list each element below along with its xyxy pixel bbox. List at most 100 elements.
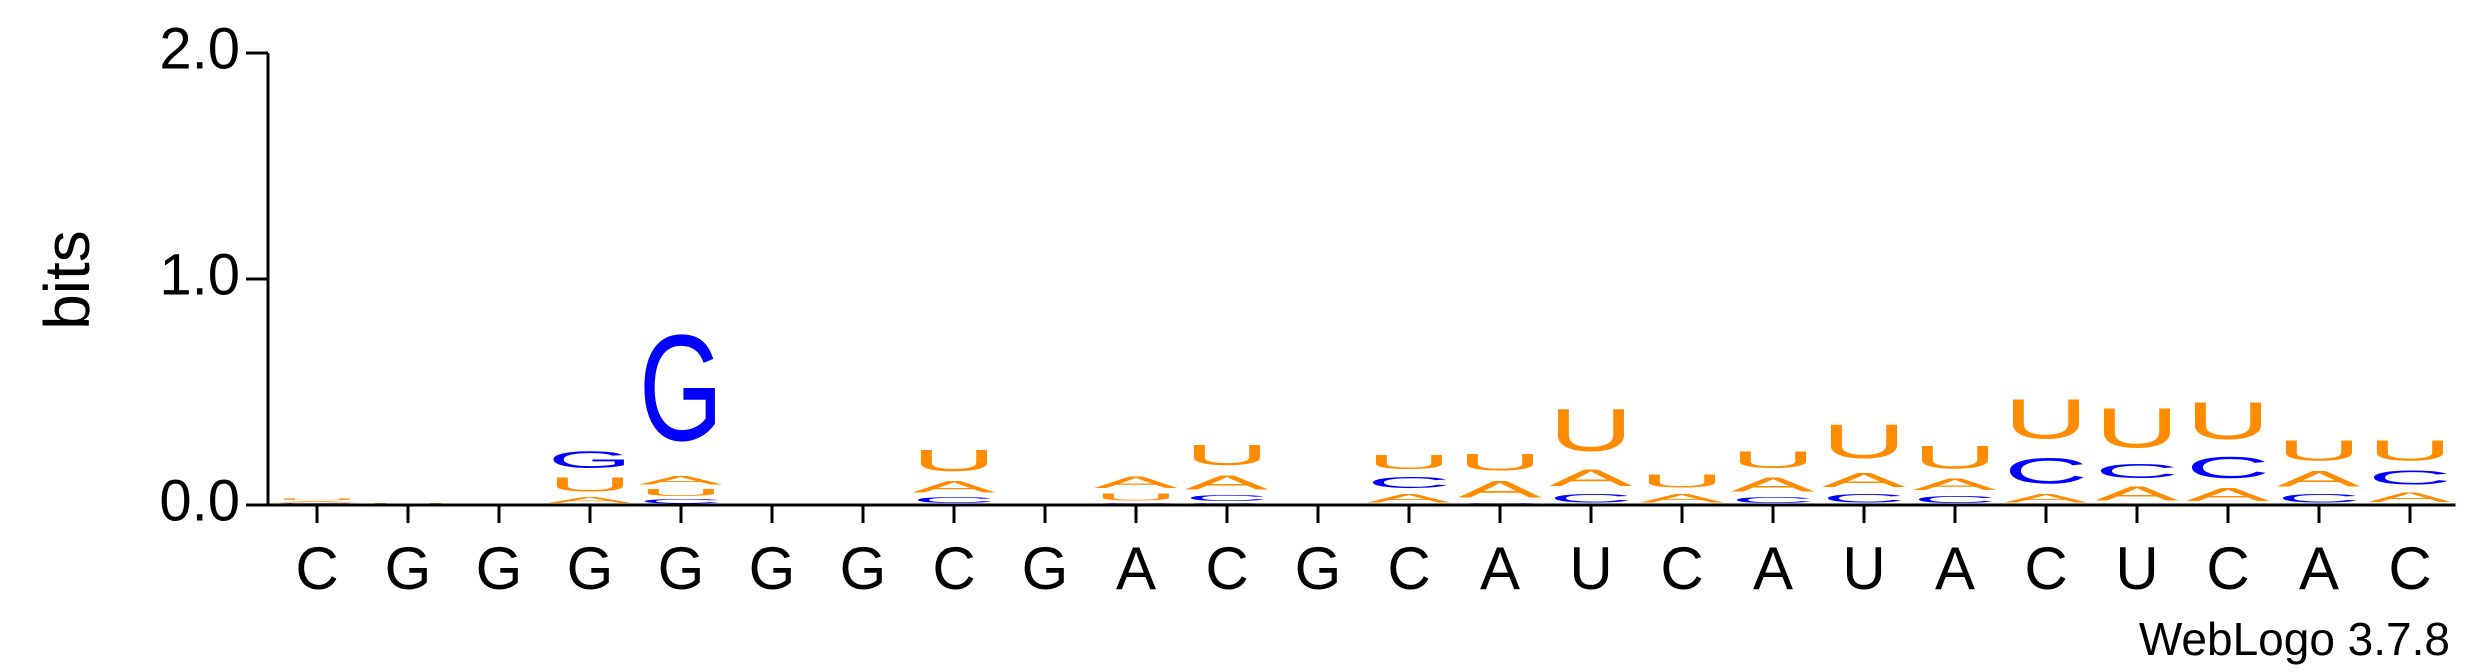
footer: WebLogo 3.7.8 — [2139, 613, 2450, 665]
logo-letter: A — [2186, 485, 2270, 505]
logo-letter: A — [1458, 476, 1543, 503]
x-tick-label: C — [1660, 535, 1703, 602]
logo-letter: G — [275, 503, 359, 504]
x-tick-label: C — [2388, 535, 2431, 602]
letter-glyph: U — [2277, 435, 2361, 467]
logo-letter: C — [2186, 451, 2270, 485]
x-tick-label: A — [1753, 535, 1793, 602]
logo-letter: U — [1640, 471, 1724, 491]
logo-letter: A — [1731, 474, 1815, 496]
logo-letter: U — [2368, 435, 2452, 467]
x-tick-label: C — [295, 535, 338, 602]
letter-glyph: A — [2186, 485, 2270, 505]
letter-glyph: U — [1549, 396, 1633, 464]
logo-letter: A — [548, 496, 633, 505]
logo-letter: U — [1367, 451, 1451, 474]
logo-letter: A — [1640, 491, 1724, 505]
x-tick-label: G — [840, 535, 887, 602]
letter-glyph: C — [1549, 491, 1633, 505]
logo-letter: U — [1731, 446, 1815, 473]
x-tick-label: C — [932, 535, 975, 602]
logo-letter: C — [2368, 466, 2452, 489]
logo-letter: C — [2277, 491, 2361, 505]
x-tick-label: G — [567, 535, 614, 602]
logo-letter: C — [1913, 494, 1997, 505]
logo-letter: C — [1731, 496, 1815, 505]
logo-letter: U — [2095, 397, 2179, 460]
letter-glyph: G — [275, 503, 359, 504]
logo-letter: U — [2004, 388, 2088, 451]
logo-letter: C — [912, 496, 996, 505]
x-tick-label: C — [1205, 535, 1248, 602]
letter-glyph: A — [1185, 471, 1269, 493]
logo-letter: G — [548, 446, 632, 473]
letter-glyph: U — [912, 444, 996, 478]
x-tick-label: A — [1935, 535, 1975, 602]
letter-glyph: C — [1367, 473, 1451, 491]
letter-glyph: C — [2095, 460, 2179, 483]
logo-letter: C — [2095, 460, 2179, 483]
x-tick-label: A — [1116, 535, 1156, 602]
letter-glyph: A — [1094, 473, 1178, 491]
logo-letter: C — [2004, 451, 2088, 491]
letter-glyph: U — [1458, 448, 1542, 475]
letter-glyph: C — [1913, 494, 1997, 505]
letter-glyph: A — [1640, 491, 1724, 505]
letter-glyph: A — [275, 500, 359, 502]
letter-glyph: C — [1185, 494, 1269, 503]
y-tick-label: 0.0 — [159, 468, 240, 533]
letter-glyph: C — [2277, 491, 2361, 505]
x-tick-label: G — [385, 535, 432, 602]
letter-glyph: U — [548, 473, 632, 496]
letter-glyph: A — [1731, 474, 1815, 496]
letter-glyph: U — [2368, 435, 2452, 467]
logo-letter: U — [1913, 440, 1997, 476]
x-tick-label: C — [2206, 535, 2249, 602]
logo-letter: A — [1822, 469, 1906, 491]
letter-glyph: G — [548, 446, 632, 473]
letter-glyph: C — [2368, 466, 2452, 489]
x-tick-label: A — [2299, 535, 2339, 602]
letter-glyph: A — [1549, 464, 1634, 491]
x-tick-label: A — [1480, 535, 1520, 602]
letter-glyph: A — [639, 473, 723, 487]
logo-letter: U — [1549, 396, 1633, 464]
letter-glyph: U — [639, 487, 723, 498]
logo-letter: C — [639, 498, 723, 505]
logo-letter: U — [275, 498, 359, 500]
x-tick-label: U — [1842, 535, 1885, 602]
x-tick-label: G — [1295, 535, 1342, 602]
logo-letter: U — [1185, 439, 1269, 471]
logo-letter: A — [1367, 491, 1451, 505]
letter-glyph: A — [1822, 469, 1906, 491]
letter-glyph: U — [1822, 414, 1906, 468]
x-tick-label: G — [658, 535, 705, 602]
logo-letter: A — [2368, 489, 2452, 505]
logo-letter: A — [1185, 471, 1269, 493]
x-tick-label: G — [476, 535, 523, 602]
letter-glyph: U — [1367, 451, 1451, 474]
logo-letter: A — [912, 478, 996, 496]
logo-letter: U — [2277, 435, 2361, 467]
logo-letter: A — [639, 473, 723, 487]
letter-glyph: A — [2095, 483, 2179, 505]
letter-glyph: U — [1185, 439, 1269, 471]
logo-letter: A — [1913, 476, 1997, 494]
letter-glyph: C — [912, 496, 996, 505]
logo-letter: U — [1458, 448, 1542, 475]
letter-glyph: C — [2004, 451, 2088, 491]
y-axis-label: bits — [31, 230, 103, 330]
logo-letter: U — [912, 444, 996, 478]
x-tick-label: G — [749, 535, 796, 602]
letter-glyph: A — [1458, 476, 1543, 503]
letter-glyph: U — [1094, 491, 1178, 502]
x-tick-label: G — [1022, 535, 1069, 602]
logo-letter: A — [1549, 464, 1634, 491]
x-tick-label: C — [2024, 535, 2067, 602]
y-tick-label: 2.0 — [159, 16, 240, 81]
letter-glyph: C — [1822, 491, 1906, 505]
logo-letter: A — [2004, 491, 2088, 505]
logo-letter: U — [548, 473, 632, 496]
y-tick-label: 1.0 — [159, 242, 240, 307]
